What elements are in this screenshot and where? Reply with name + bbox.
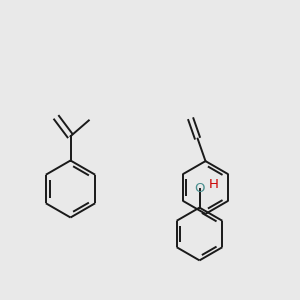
Text: O: O bbox=[194, 182, 205, 195]
Text: H: H bbox=[209, 178, 219, 190]
